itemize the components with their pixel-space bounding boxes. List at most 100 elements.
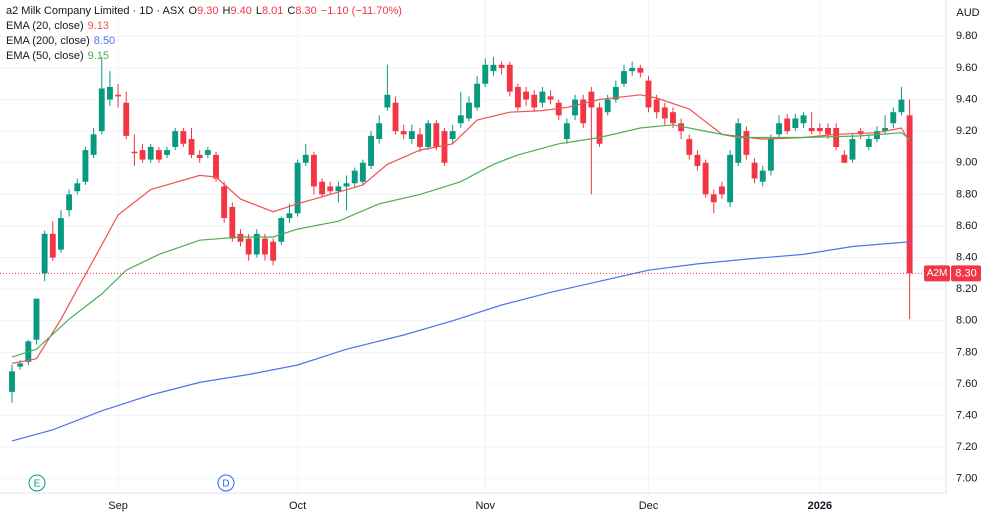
candle-body — [653, 99, 660, 113]
candle-body — [498, 64, 505, 68]
x-tick-label: 2026 — [808, 500, 832, 512]
y-tick-label: 8.00 — [956, 315, 977, 327]
candle-body — [417, 134, 423, 147]
legend-value: 8.50 — [93, 35, 116, 47]
ema-line — [11, 94, 911, 364]
legend-name: EMA (20, close) — [6, 20, 84, 32]
x-tick-label: Dec — [639, 500, 659, 512]
candle-body — [865, 139, 872, 147]
candle-body — [686, 139, 693, 155]
candle-body — [563, 123, 570, 140]
candle-body — [245, 238, 252, 255]
x-tick-label: Sep — [108, 500, 128, 512]
candle-body — [523, 91, 530, 100]
candle-body — [400, 131, 407, 135]
candle-body — [645, 80, 652, 108]
y-tick-label: 7.00 — [956, 473, 977, 485]
y-tick-label: 9.20 — [956, 125, 977, 137]
candle-body — [906, 115, 913, 274]
legend-value: 9.13 — [87, 20, 110, 32]
candle-body — [139, 150, 146, 160]
event-label[interactable]: E — [34, 479, 41, 490]
candle-body — [800, 115, 807, 124]
candle-body — [718, 186, 725, 195]
candle-body — [335, 186, 342, 192]
y-tick-label: 9.40 — [956, 93, 977, 105]
x-tick-label: Nov — [475, 500, 495, 512]
candle-body — [147, 146, 154, 160]
event-icon[interactable] — [217, 474, 235, 492]
candle-body — [310, 154, 317, 187]
candle-body — [294, 162, 301, 214]
candle-body — [661, 107, 668, 119]
candle-body — [270, 241, 277, 261]
candle-body — [351, 170, 358, 184]
y-tick-label: 8.60 — [956, 220, 977, 232]
candle-body — [213, 154, 219, 179]
candle-body — [596, 107, 603, 144]
candle-body — [123, 102, 130, 136]
change: −1.10 (−11.70%) — [320, 5, 402, 17]
legend-entry: EMA (20, close) 9.13 — [6, 19, 402, 34]
candle-body — [221, 186, 228, 219]
candle-body — [849, 139, 856, 160]
candle-body — [33, 298, 40, 340]
candle-body — [449, 131, 456, 140]
legend-entry: EMA (50, close) 9.15 — [6, 49, 402, 64]
candle-body — [278, 218, 285, 242]
candle-body — [392, 102, 399, 132]
ohlc-key: C — [287, 5, 296, 17]
legend-name: EMA (50, close) — [6, 50, 84, 62]
candle-body — [343, 183, 350, 187]
ema-line — [11, 124, 910, 358]
candle-body — [833, 127, 840, 147]
legend-name: EMA (200, close) — [6, 35, 90, 47]
candle-body — [580, 99, 587, 124]
y-tick-label: 9.80 — [956, 30, 977, 42]
legend: a2 Milk Company Limited · 1D · ASX O 9.30… — [6, 4, 402, 64]
candle-body — [784, 118, 791, 132]
candle-body — [253, 233, 260, 255]
candle-body — [368, 135, 374, 166]
candle-body — [359, 162, 366, 182]
x-tick-label: Oct — [289, 500, 306, 512]
candle-body — [678, 123, 685, 132]
y-tick-label: 8.80 — [956, 188, 977, 200]
ohlc-key: H — [222, 5, 231, 17]
candle-body — [547, 96, 554, 100]
candle-body — [621, 71, 627, 84]
candle-body — [670, 112, 676, 124]
candle-body — [637, 67, 644, 73]
candle-body — [572, 99, 578, 116]
y-tick-label: 9.60 — [956, 62, 977, 74]
candle-body — [825, 127, 831, 135]
price-tag-label: 8.30 — [955, 267, 976, 279]
candle-body — [41, 233, 48, 274]
candle-body — [17, 363, 24, 367]
candle-body — [474, 83, 481, 108]
event-label[interactable]: D — [222, 479, 229, 490]
candle-body — [514, 86, 521, 108]
y-tick-label: 8.40 — [956, 251, 977, 263]
candle-body — [131, 151, 138, 154]
candle-body — [384, 94, 391, 108]
candle-body — [115, 94, 122, 97]
candle-body — [441, 131, 448, 163]
candle-body — [490, 64, 497, 72]
candle-body — [539, 91, 546, 103]
candle-body — [172, 131, 179, 147]
candle-body — [882, 127, 889, 132]
price-tag — [951, 265, 981, 282]
y-tick-label: 9.00 — [956, 157, 977, 169]
candle-body — [629, 67, 636, 72]
event-icon[interactable] — [28, 474, 46, 492]
candle-body — [66, 194, 73, 211]
candle-body — [425, 123, 432, 147]
candle-body — [466, 102, 472, 119]
grid — [0, 0, 946, 493]
candle-body — [735, 123, 742, 163]
ohlc-value: 9.40 — [230, 5, 252, 17]
candle-body — [327, 186, 334, 192]
symbol-tag — [924, 265, 950, 282]
candle-body — [759, 170, 766, 182]
